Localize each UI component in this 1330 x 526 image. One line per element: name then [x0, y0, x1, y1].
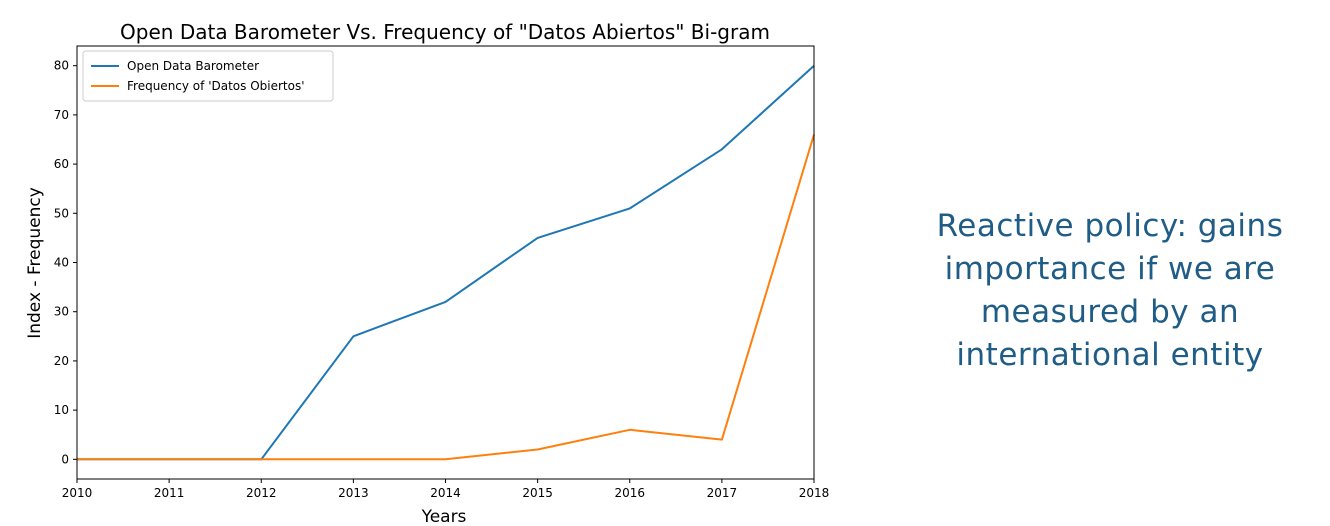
- x-tick-label: 2018: [799, 486, 830, 500]
- x-tick-label: 2014: [430, 486, 461, 500]
- y-tick-label: 20: [54, 354, 69, 368]
- y-tick-label: 0: [61, 452, 69, 466]
- side-note: Reactive policy: gains importance if we …: [900, 205, 1320, 377]
- y-tick-label: 60: [54, 157, 69, 171]
- y-tick-label: 30: [54, 305, 69, 319]
- plot-area: 2010 2011 2012 2013 2014 2015 2016 2017 2018 0 10 2…: [54, 45, 830, 500]
- x-tick-label: 2013: [338, 486, 369, 500]
- chart-title: Open Data Barometer Vs. Frequency of "Da…: [120, 20, 770, 44]
- series-line-2: [77, 134, 815, 461]
- x-tick-label: 2017: [707, 486, 738, 500]
- side-note-line: measured by an: [980, 294, 1240, 330]
- legend-label-1: Open Data Barometer: [127, 59, 259, 73]
- legend: Open Data Barometer Frequency of 'Datos O…: [82, 50, 334, 102]
- x-tick-label: 2012: [246, 486, 277, 500]
- side-note-line: Reactive policy: gains: [936, 208, 1284, 244]
- x-tick-label: 2015: [522, 486, 553, 500]
- y-tick-label: 40: [54, 256, 69, 270]
- plot-frame: [76, 45, 815, 480]
- legend-box: [82, 50, 334, 102]
- x-axis-label: Years: [421, 507, 467, 526]
- side-note-line: international entity: [956, 337, 1264, 373]
- x-tick-label: 2016: [614, 486, 645, 500]
- y-tick-label: 50: [54, 206, 69, 220]
- y-axis-label: Index - Frequency: [25, 187, 45, 339]
- side-note-line: importance if we are: [944, 251, 1276, 287]
- x-tick-label: 2011: [154, 486, 185, 500]
- chart: Open Data Barometer Vs. Frequency of "Da…: [25, 20, 830, 526]
- x-tick-label: 2010: [62, 486, 93, 500]
- y-tick-label: 70: [54, 108, 69, 122]
- series-line-1: [77, 64, 815, 461]
- y-tick-label: 10: [54, 403, 69, 417]
- legend-label-2: Frequency of 'Datos Obiertos': [127, 79, 305, 93]
- y-tick-label: 80: [54, 59, 69, 73]
